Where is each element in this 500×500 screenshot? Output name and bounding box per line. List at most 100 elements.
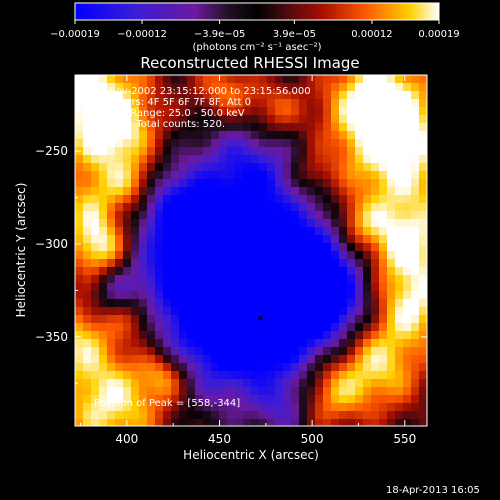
heatmap-cell (387, 395, 396, 404)
heatmap-cell (267, 355, 276, 364)
heatmap-cell (211, 83, 220, 92)
heatmap-cell (195, 267, 204, 276)
heatmap-cell (235, 283, 244, 292)
heatmap-cell (291, 291, 300, 300)
heatmap-cell (147, 403, 156, 412)
heatmap-cell (283, 251, 292, 260)
heatmap-cell (267, 171, 276, 180)
heatmap-cell (75, 307, 84, 316)
heatmap-cell (403, 355, 412, 364)
heatmap-cell (275, 99, 284, 108)
heatmap-cell (171, 371, 180, 380)
heatmap-cell (283, 203, 292, 212)
heatmap-cell (395, 139, 404, 148)
heatmap-cell (243, 195, 252, 204)
heatmap-cell (315, 171, 324, 180)
heatmap-cell (339, 243, 348, 252)
heatmap-cell (419, 395, 427, 404)
heatmap-cell (323, 203, 332, 212)
heatmap-cell (419, 355, 427, 364)
heatmap-cell (299, 163, 308, 172)
heatmap-cell (267, 395, 276, 404)
heatmap-cell (123, 163, 132, 172)
heatmap-cell (371, 227, 380, 236)
heatmap-cell (267, 315, 276, 324)
heatmap-cell (291, 283, 300, 292)
heatmap-cell (371, 91, 380, 100)
heatmap-cell (107, 171, 116, 180)
heatmap-cell (283, 179, 292, 188)
heatmap-cell (203, 299, 212, 308)
heatmap-cell (123, 171, 132, 180)
heatmap-cell (275, 291, 284, 300)
heatmap-cell (331, 235, 340, 244)
heatmap-cell (123, 315, 132, 324)
heatmap-cell (251, 91, 260, 100)
heatmap-cell (339, 75, 348, 84)
heatmap-cell (163, 403, 172, 412)
heatmap-cell (171, 291, 180, 300)
heatmap-cell (187, 171, 196, 180)
heatmap-cell (371, 179, 380, 188)
heatmap-cell (347, 195, 356, 204)
heatmap-cell (83, 211, 92, 220)
heatmap-cell (291, 219, 300, 228)
heatmap-cell (331, 339, 340, 348)
heatmap-cell (147, 259, 156, 268)
heatmap-cell (299, 387, 308, 396)
heatmap-cell (99, 411, 108, 420)
heatmap-cell (419, 107, 427, 116)
heatmap-cell (355, 75, 364, 84)
heatmap-cell (139, 395, 148, 404)
heatmap-cell (203, 419, 212, 426)
heatmap-cell (243, 243, 252, 252)
heatmap-cell (331, 139, 340, 148)
heatmap-cell (179, 283, 188, 292)
heatmap-cell (387, 243, 396, 252)
heatmap-cell (91, 403, 100, 412)
heatmap-cell (99, 291, 108, 300)
heatmap-cell (107, 307, 116, 316)
heatmap-cell (139, 363, 148, 372)
heatmap-cell (387, 331, 396, 340)
heatmap-cell (323, 227, 332, 236)
heatmap-cell (379, 115, 388, 124)
heatmap-cell (371, 139, 380, 148)
heatmap-cell (83, 323, 92, 332)
y-tick-label: −350 (35, 330, 68, 344)
heatmap-cell (75, 211, 84, 220)
heatmap-cell (403, 387, 412, 396)
heatmap-cell (243, 99, 252, 108)
heatmap-cell (291, 147, 300, 156)
heatmap-cell (291, 179, 300, 188)
heatmap-cell (243, 179, 252, 188)
heatmap-cell (163, 243, 172, 252)
heatmap-cell (411, 371, 420, 380)
heatmap-cell (227, 131, 236, 140)
heatmap-cell (275, 299, 284, 308)
heatmap-cell (395, 75, 404, 84)
heatmap-cell (307, 291, 316, 300)
heatmap-cell (347, 291, 356, 300)
heatmap-cell (243, 419, 252, 426)
heatmap-cell (339, 187, 348, 196)
heatmap-cell (107, 403, 116, 412)
heatmap-cell (355, 147, 364, 156)
heatmap-cell (99, 355, 108, 364)
heatmap-cell (379, 267, 388, 276)
heatmap-cell (275, 227, 284, 236)
heatmap-cell (347, 139, 356, 148)
heatmap-cell (387, 379, 396, 388)
heatmap-cell (395, 371, 404, 380)
heatmap-cell (387, 171, 396, 180)
heatmap-cell (227, 91, 236, 100)
heatmap-cell (259, 147, 268, 156)
heatmap-cell (211, 195, 220, 204)
heatmap-cell (371, 243, 380, 252)
heatmap-cell (363, 275, 372, 284)
heatmap-cell (235, 251, 244, 260)
heatmap-cell (163, 91, 172, 100)
heatmap-cell (99, 131, 108, 140)
heatmap-cell (227, 171, 236, 180)
heatmap-cell (91, 291, 100, 300)
